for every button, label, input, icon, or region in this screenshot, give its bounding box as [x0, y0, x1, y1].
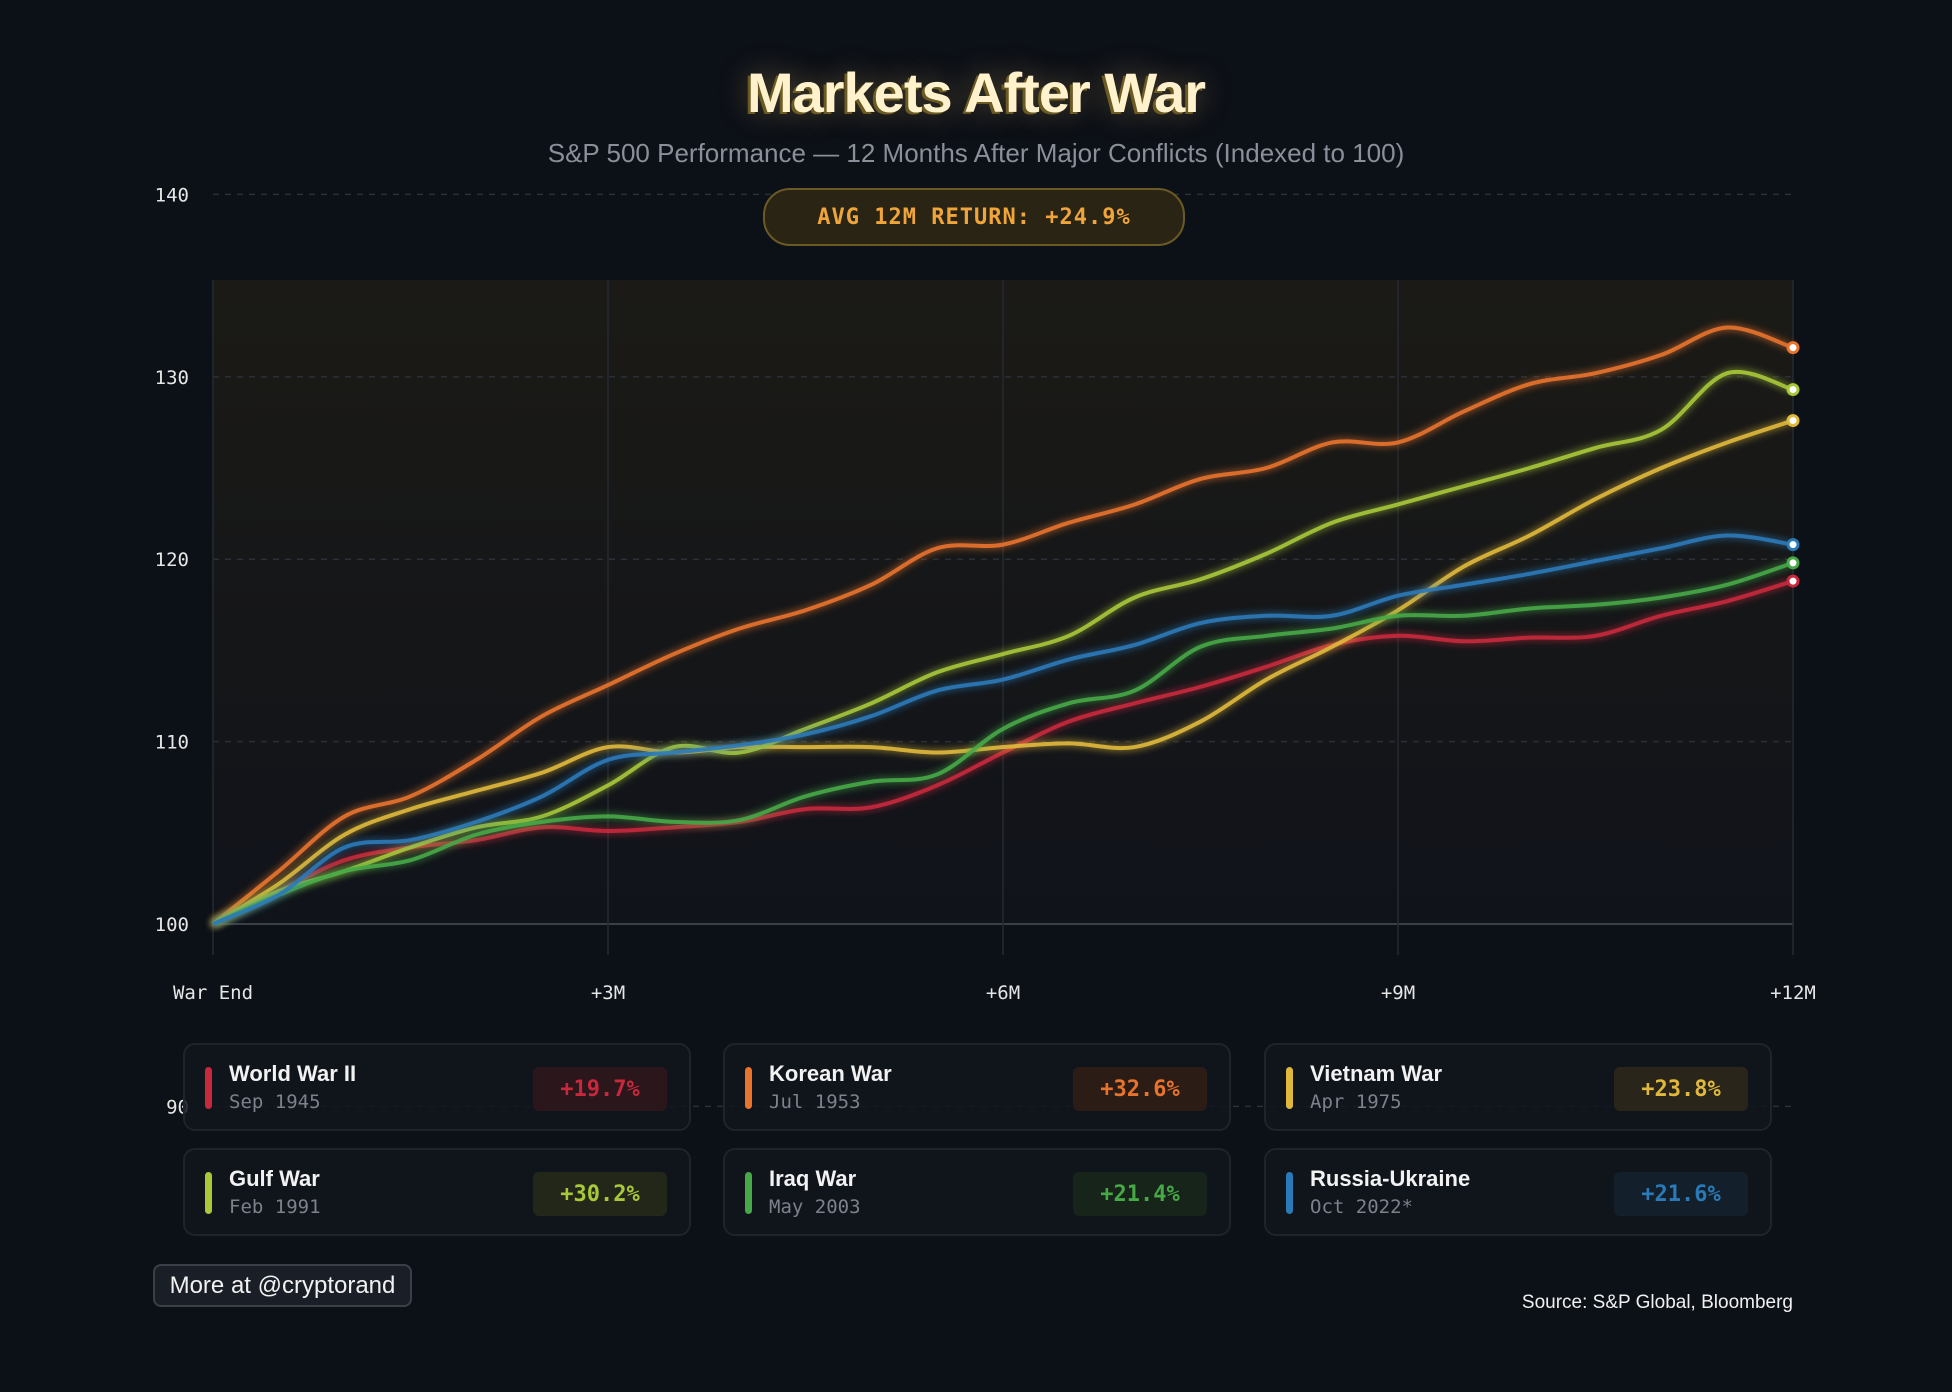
- conflict-date: Feb 1991: [229, 1196, 321, 1218]
- color-swatch: [745, 1067, 752, 1109]
- x-tick-label: War End: [173, 982, 253, 1004]
- source-note: Source: S&P Global, Bloomberg: [1521, 1292, 1793, 1313]
- legend-card: Vietnam War Apr 1975 +23.8%: [1264, 1043, 1772, 1131]
- conflict-name: World War II: [229, 1061, 357, 1086]
- conflict-date: May 2003: [769, 1196, 861, 1218]
- series-line-gulf-war: [212, 369, 1794, 926]
- return-badge: +30.2%: [533, 1172, 667, 1216]
- series-line-korean-war: [211, 325, 1794, 926]
- conflict-name: Gulf War: [229, 1166, 320, 1191]
- series-end-marker: [1786, 538, 1800, 552]
- series-line-russia-ukraine: [212, 533, 1794, 926]
- conflict-name: Korean War: [769, 1061, 892, 1086]
- more-link-button[interactable]: More at @cryptorand: [153, 1264, 412, 1307]
- color-swatch: [1286, 1172, 1293, 1214]
- legend-card: World War II Sep 1945 +19.7%: [183, 1043, 691, 1131]
- return-badge: +32.6%: [1073, 1067, 1207, 1111]
- conflict-date: Oct 2022*: [1310, 1196, 1413, 1218]
- conflict-name: Iraq War: [769, 1166, 857, 1191]
- y-tick-label: 100: [155, 914, 189, 936]
- return-badge: +21.4%: [1073, 1172, 1207, 1216]
- page-title: Markets After War: [746, 61, 1206, 124]
- series-end-marker: [1786, 556, 1800, 570]
- series-end-marker: [1786, 341, 1800, 355]
- color-swatch: [205, 1067, 212, 1109]
- return-badge: +23.8%: [1614, 1067, 1748, 1111]
- legend-card: Iraq War May 2003 +21.4%: [723, 1148, 1231, 1236]
- y-tick-label: 110: [155, 732, 189, 754]
- conflict-date: Jul 1953: [769, 1091, 861, 1113]
- series-end-marker: [1786, 383, 1800, 397]
- conflict-name: Vietnam War: [1310, 1061, 1443, 1086]
- y-tick-label: 130: [155, 367, 189, 389]
- y-tick-label: 120: [155, 549, 189, 571]
- color-swatch: [205, 1172, 212, 1214]
- series-end-marker: [1786, 414, 1800, 428]
- x-tick-label: +12M: [1770, 982, 1816, 1004]
- page-subtitle: S&P 500 Performance — 12 Months After Ma…: [547, 138, 1405, 168]
- x-tick-label: +3M: [591, 982, 625, 1004]
- legend-card: Gulf War Feb 1991 +30.2%: [183, 1148, 691, 1236]
- series-line-vietnam-war: [211, 418, 1794, 926]
- series-line-iraq-war: [212, 560, 1794, 926]
- series-end-marker: [1786, 574, 1800, 588]
- color-swatch: [745, 1172, 752, 1214]
- legend-card: Russia-Ukraine Oct 2022* +21.6%: [1264, 1148, 1772, 1236]
- return-badge: +21.6%: [1614, 1172, 1748, 1216]
- x-tick-label: +6M: [986, 982, 1020, 1004]
- return-badge: +19.7%: [533, 1067, 667, 1111]
- series-line-world-war-ii: [212, 579, 1794, 926]
- conflict-date: Sep 1945: [229, 1091, 321, 1113]
- conflict-name: Russia-Ukraine: [1310, 1166, 1471, 1191]
- y-tick-label: 140: [155, 184, 189, 206]
- conflict-date: Apr 1975: [1310, 1091, 1402, 1113]
- legend-card: Korean War Jul 1953 +32.6%: [723, 1043, 1231, 1131]
- avg-return-badge: AVG 12M RETURN: +24.9%: [763, 188, 1185, 246]
- color-swatch: [1286, 1067, 1293, 1109]
- x-tick-label: +9M: [1381, 982, 1415, 1004]
